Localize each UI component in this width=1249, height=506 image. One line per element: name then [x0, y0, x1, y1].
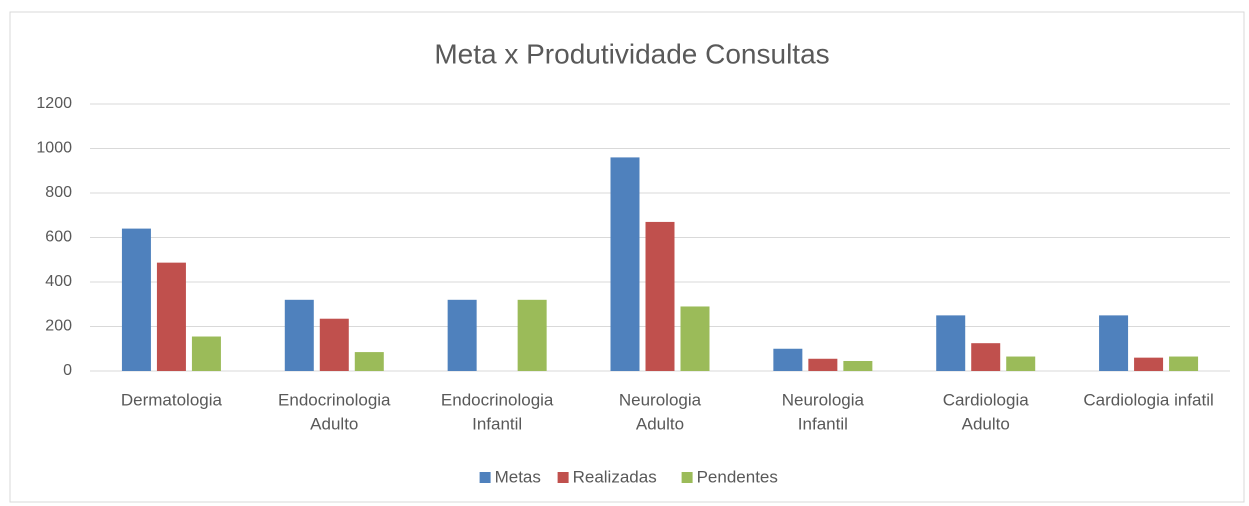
bar — [610, 157, 640, 371]
bar — [517, 299, 547, 371]
bar — [319, 318, 349, 371]
y-tick-label: 200 — [45, 318, 72, 335]
y-tick-label: 400 — [45, 273, 72, 290]
y-tick-label: 0 — [63, 362, 72, 379]
bar — [354, 352, 384, 371]
y-tick-label: 800 — [45, 184, 72, 201]
bar — [936, 315, 966, 371]
bar — [1134, 357, 1164, 371]
x-tick-label: Neurologia — [782, 390, 865, 409]
chart-title: Meta x Produtividade Consultas — [434, 38, 829, 69]
x-tick-label: Endocrinologia — [278, 390, 391, 409]
bar — [971, 343, 1001, 371]
y-tick-label: 1000 — [36, 140, 72, 157]
bar — [1169, 356, 1199, 371]
bar — [680, 306, 710, 371]
legend-label: Pendentes — [697, 467, 778, 486]
bar — [191, 336, 221, 371]
bar — [808, 358, 838, 371]
x-tick-label: Adulto — [962, 414, 1010, 433]
legend-swatch — [557, 472, 569, 483]
x-tick-label: Adulto — [310, 414, 358, 433]
bar — [121, 228, 151, 371]
bar — [773, 348, 803, 371]
bar — [284, 299, 314, 371]
bar — [1006, 356, 1036, 371]
bar — [156, 262, 186, 371]
legend-label: Metas — [495, 467, 541, 486]
bar — [645, 221, 675, 371]
x-tick-label: Adulto — [636, 414, 684, 433]
bar — [1099, 315, 1129, 371]
x-tick-label: Cardiologia — [943, 390, 1030, 409]
y-tick-label: 600 — [45, 229, 72, 246]
y-tick-label: 1200 — [36, 95, 72, 112]
x-tick-label: Cardiologia infatil — [1083, 390, 1213, 409]
legend-label: Realizadas — [573, 467, 657, 486]
x-tick-label: Neurologia — [619, 390, 702, 409]
x-tick-label: Infantil — [798, 414, 848, 433]
x-tick-label: Dermatologia — [121, 390, 223, 409]
x-tick-label: Infantil — [472, 414, 522, 433]
bar — [843, 360, 873, 371]
bar — [447, 299, 477, 371]
legend-swatch — [479, 472, 491, 483]
legend-swatch — [681, 472, 693, 483]
x-tick-label: Endocrinologia — [441, 390, 554, 409]
